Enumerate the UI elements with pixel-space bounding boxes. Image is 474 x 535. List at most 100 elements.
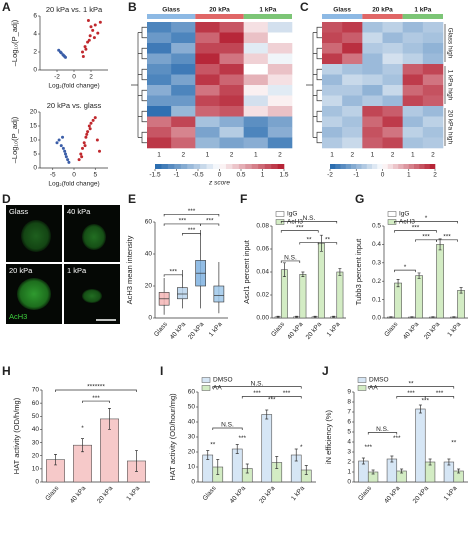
micrograph-label: 40 kPa xyxy=(67,207,91,216)
y-axis-label: Ascl1 percent input xyxy=(242,239,251,304)
heatmap-cell xyxy=(382,53,403,65)
replicate-label: 1 xyxy=(411,152,415,159)
point xyxy=(61,135,65,139)
heatmap-cell xyxy=(322,74,343,86)
group-bar xyxy=(322,14,363,19)
nucleus xyxy=(17,278,51,310)
heatmap-cell xyxy=(382,137,403,149)
y-tick-label: 5 xyxy=(33,151,37,158)
replicate-label: 2 xyxy=(431,152,435,159)
heatmap-cell xyxy=(402,64,424,75)
legend-swatch xyxy=(275,219,285,225)
heatmap-cell xyxy=(195,53,220,65)
replicate-label: 2 xyxy=(181,152,185,159)
point xyxy=(87,124,91,128)
point xyxy=(79,152,83,156)
point xyxy=(86,19,90,22)
x-tick-label: Glass xyxy=(270,320,287,338)
y-tick-label: 40 xyxy=(188,419,196,426)
bar xyxy=(231,448,243,483)
legend-label: AcH3 xyxy=(399,219,415,226)
significance-bracket xyxy=(394,221,458,224)
y-tick-label: 15 xyxy=(30,123,38,130)
y-axis-label: HAT activity (OD/hour/mg) xyxy=(168,393,177,481)
error-bar xyxy=(108,408,111,430)
colorbar-segment xyxy=(366,164,373,169)
significance-label: ** xyxy=(451,440,457,447)
error-bar xyxy=(338,268,342,276)
y-tick-label: 0.06 xyxy=(256,246,269,253)
y-tick-label: 30 xyxy=(188,434,196,441)
x-tick-label: 40 kPa xyxy=(229,485,248,505)
point xyxy=(82,141,86,145)
legend-swatch xyxy=(387,211,397,217)
significance-label: *** xyxy=(92,395,100,402)
point xyxy=(63,55,67,58)
heatmap-cell xyxy=(147,43,172,54)
error-bar xyxy=(295,315,299,318)
colorbar-segment xyxy=(264,164,272,169)
significance-bracket xyxy=(82,400,110,404)
y-tick-label: 20 xyxy=(30,109,38,116)
significance-bracket xyxy=(280,260,301,263)
heatmap-cell xyxy=(342,32,363,44)
y-tick-label: 0 xyxy=(33,165,37,172)
significance-label: *** xyxy=(169,269,177,276)
heatmap-cell xyxy=(147,74,172,86)
legend-swatch xyxy=(275,211,285,217)
significance-bracket xyxy=(163,213,220,217)
heatmap-cell xyxy=(147,22,172,33)
bar xyxy=(261,414,273,483)
panel-letter: G xyxy=(355,192,364,206)
heatmap-cell xyxy=(362,116,383,128)
replicate-label: 2 xyxy=(391,152,395,159)
significance-label: ** xyxy=(325,236,331,243)
heatmap-cell xyxy=(382,32,403,44)
heatmap-cell xyxy=(362,85,383,96)
x-axis-label: Log₂(fold change) xyxy=(48,181,99,188)
significance-label: *** xyxy=(364,444,372,451)
y-tick-label: 60 xyxy=(32,400,40,407)
replicate-label: 1 xyxy=(206,152,210,159)
heatmap-cell xyxy=(171,95,196,107)
heatmap-cell xyxy=(267,95,293,107)
x-tick-label: Glass xyxy=(383,320,400,338)
colorbar-tick-label: -2 xyxy=(327,172,333,179)
y-tick-label: 50 xyxy=(32,413,40,420)
significance-label: N.S. xyxy=(303,215,316,222)
heatmap-cell xyxy=(322,95,343,107)
point xyxy=(93,116,97,120)
y-tick-label: 4 xyxy=(33,31,37,38)
group-bar xyxy=(147,14,196,19)
heatmap-cell xyxy=(422,137,444,149)
colorbar-segment xyxy=(155,164,162,169)
y-axis-label: iN efficiency (%) xyxy=(324,409,333,464)
bar xyxy=(436,244,444,319)
error-bar xyxy=(371,469,375,475)
error-bar xyxy=(457,468,461,474)
heatmap-cell xyxy=(422,53,444,65)
heatmap-cell xyxy=(382,127,403,138)
heatmap-cell xyxy=(402,127,424,138)
heatmap-cell xyxy=(362,64,383,75)
side-label: Glass high xyxy=(446,28,453,59)
error-bar xyxy=(265,409,269,420)
y-tick-label: 20 xyxy=(32,452,40,459)
y-tick-label: 6 xyxy=(347,419,351,426)
heatmap-cell xyxy=(267,106,293,117)
point xyxy=(58,50,62,54)
panel-letter: A xyxy=(2,0,11,14)
heatmap-cell xyxy=(195,95,220,107)
point xyxy=(88,127,92,131)
heatmap-cell xyxy=(267,43,293,54)
y-axis-label: Tubb3 percent input xyxy=(354,238,363,305)
heatmap-cell xyxy=(342,106,363,117)
heatmap-cell xyxy=(171,43,196,54)
colorbar-segment xyxy=(377,164,383,169)
panel-letter: E xyxy=(128,192,136,206)
colorbar-segment xyxy=(351,164,357,169)
y-tick-label: 0 xyxy=(33,67,37,74)
y-axis-label: HAT activity (OD/h/mg) xyxy=(12,397,21,474)
colorbar-segment xyxy=(232,164,240,169)
